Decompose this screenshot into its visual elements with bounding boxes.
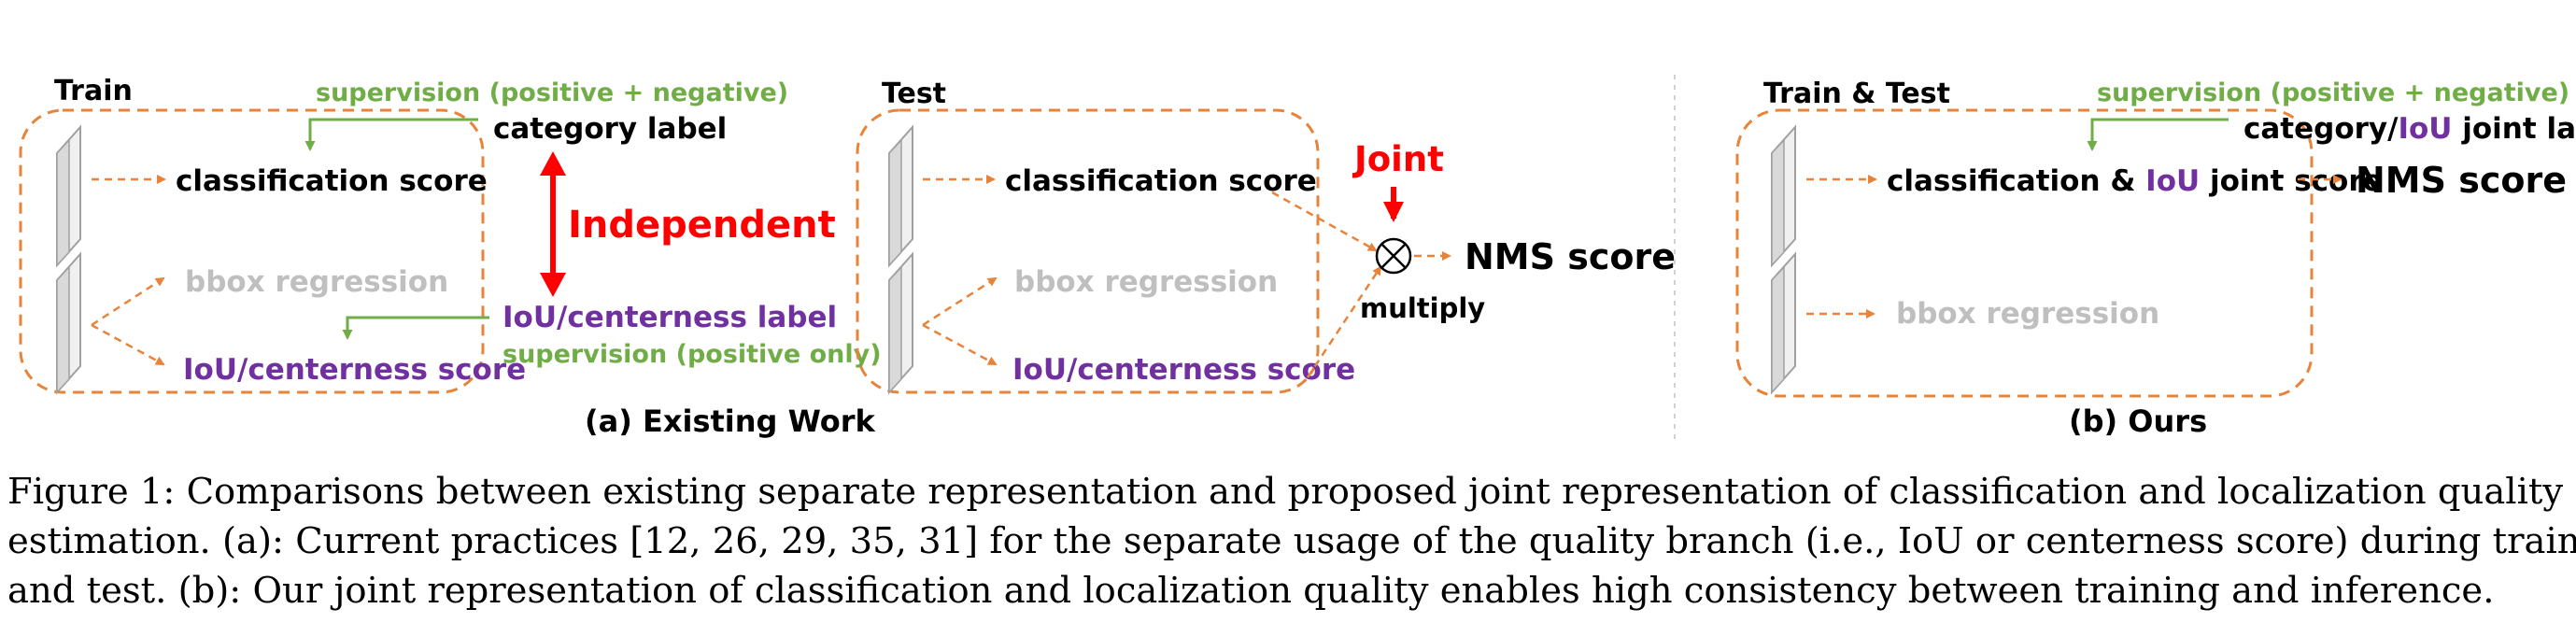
ours-joint-score-part2: joint score — [2200, 164, 2382, 198]
caption-line-2: estimation. (a): Current practices [12, … — [7, 520, 2576, 562]
ours-bbox-regression: bbox regression — [1896, 297, 2159, 331]
panel-b-ours: Train & Test classification & IoU joint … — [1735, 78, 2576, 439]
ours-joint-score-part1: classification & — [1887, 164, 2145, 198]
comparison-figure: Train classification score bbox regressi… — [19, 75, 2576, 439]
ours-joint-label-part2: joint label — [2452, 112, 2576, 146]
train-supervision-top: supervision (positive + negative) — [316, 78, 788, 107]
multiply-label: multiply — [1360, 292, 1485, 324]
test-iou-to-multiply-arrow — [1306, 265, 1382, 378]
train-feature-map-top — [56, 124, 81, 268]
test-iou-score: IoU/centerness score — [1012, 353, 1355, 387]
panel-a-nms-score: NMS score — [1465, 236, 1676, 277]
ours-supervision-arrow — [2087, 118, 2229, 151]
ours-joint-label-iou: IoU — [2398, 112, 2452, 146]
test-feature-map-top — [888, 124, 913, 268]
joint-label: Joint — [1352, 139, 1444, 179]
test-arrow-to-bbox — [922, 276, 998, 327]
independent-label: Independent — [568, 204, 836, 247]
figure-caption: Figure 1: Comparisons between existing s… — [7, 467, 2576, 616]
panel-b-nms-score: NMS score — [2356, 160, 2567, 201]
test-arrow-to-iou — [922, 323, 998, 366]
train-supervision-arrow-bottom — [342, 316, 489, 340]
train-classification-score: classification score — [176, 164, 488, 198]
caption-line-3: and test. (b): Our joint representation … — [7, 570, 2495, 612]
train-arrow-to-iou — [91, 323, 165, 366]
ours-supervision-top: supervision (positive + negative) — [2097, 78, 2569, 107]
train-supervision-arrow-top — [304, 118, 478, 151]
train-bbox-regression: bbox regression — [185, 265, 448, 299]
test-feature-map-bottom — [888, 251, 913, 395]
train-iou-score: IoU/centerness score — [183, 353, 526, 387]
test-title: Test — [882, 78, 946, 110]
train-category-label: category label — [493, 112, 727, 146]
multiply-icon — [1375, 237, 1412, 275]
test-classification-score: classification score — [1005, 164, 1317, 198]
panel-a-sublabel: (a) Existing Work — [585, 403, 876, 439]
train-iou-label: IoU/centerness label — [502, 301, 837, 334]
independent-indicator: Independent — [540, 151, 836, 297]
caption-line-1: Figure 1: Comparisons between existing s… — [7, 471, 2564, 513]
panel-a-train: Train classification score bbox regressi… — [19, 75, 882, 395]
test-bbox-regression: bbox regression — [1014, 265, 1278, 299]
train-dashed-box — [19, 108, 485, 394]
panel-a-test: Test classification score bbox regressio… — [585, 78, 1676, 439]
ours-joint-label: category/IoU joint label — [2243, 112, 2576, 146]
test-cls-to-multiply-arrow — [1271, 191, 1378, 252]
ours-feature-map-top — [1771, 124, 1796, 268]
panel-b-sublabel: (b) Ours — [2069, 403, 2207, 439]
ours-dashed-box — [1735, 108, 2314, 398]
ours-feature-map-bottom — [1771, 251, 1796, 395]
train-title: Train — [54, 75, 133, 107]
ours-joint-score-iou: IoU — [2145, 164, 2200, 198]
ours-joint-score: classification & IoU joint score — [1887, 164, 2383, 198]
train-feature-map-bottom — [56, 251, 81, 395]
ours-joint-label-part1: category/ — [2243, 112, 2399, 146]
ours-title: Train & Test — [1763, 78, 1950, 110]
test-dashed-box — [856, 108, 1320, 394]
train-arrow-to-bbox — [91, 276, 165, 327]
train-supervision-bottom: supervision (positive only) — [502, 340, 882, 369]
